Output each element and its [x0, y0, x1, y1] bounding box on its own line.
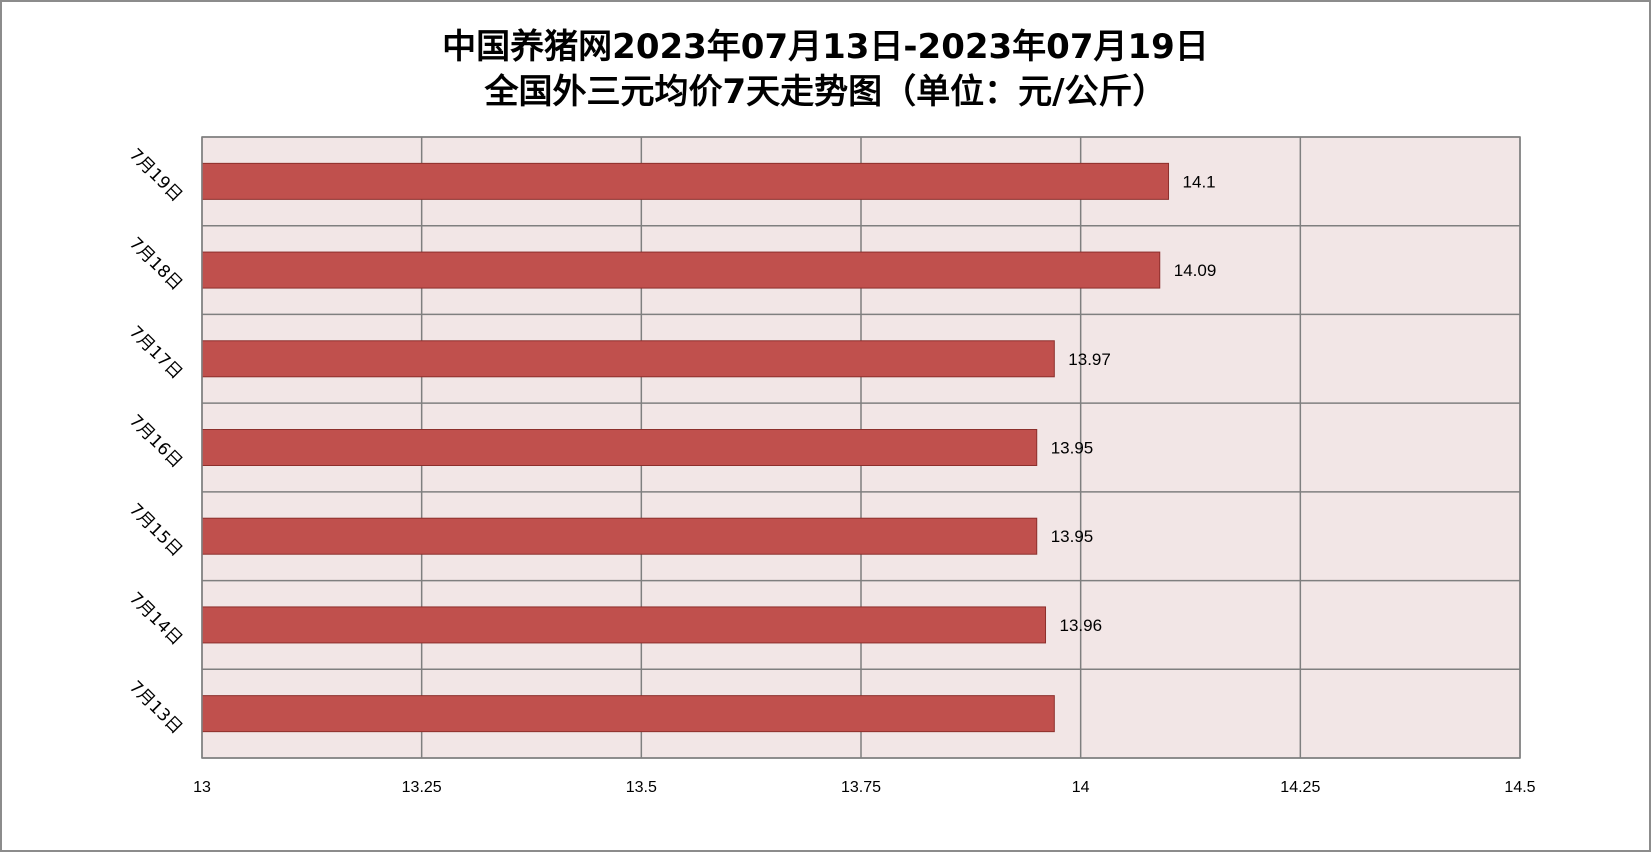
y-tick-label: 7月17日 — [125, 322, 186, 383]
y-tick-label: 7月18日 — [125, 234, 186, 295]
bars — [201, 162, 1170, 733]
bar — [201, 429, 1038, 466]
chart-title-line1: 中国养猪网2023年07月13日-2023年07月19日 — [442, 27, 1209, 67]
data-label: 14.1 — [1183, 172, 1216, 191]
bar — [201, 162, 1170, 200]
bar — [201, 340, 1055, 378]
data-label: 13.95 — [1051, 439, 1094, 458]
bar — [201, 606, 1047, 644]
y-tick-label: 7月15日 — [125, 500, 186, 561]
data-label: 13.97 — [1068, 350, 1111, 369]
bar — [201, 695, 1055, 733]
x-tick-label: 13.25 — [402, 779, 442, 796]
data-label: 14.09 — [1174, 261, 1217, 280]
x-tick-label: 14.5 — [1504, 779, 1535, 796]
x-tick-label: 13.5 — [626, 779, 657, 796]
y-tick-label: 7月19日 — [125, 145, 186, 206]
y-tick-label: 7月13日 — [125, 677, 186, 738]
bar — [201, 517, 1038, 555]
chart-title-line2: 全国外三元均价7天走势图（单位：元/公斤） — [484, 72, 1167, 112]
x-tick-label: 13.75 — [841, 779, 881, 796]
data-label: 13.96 — [1060, 616, 1103, 635]
plot-border — [201, 136, 1521, 759]
x-tick-label: 14.25 — [1280, 779, 1320, 796]
x-tick-label: 13 — [193, 779, 211, 796]
data-labels: 14.1 14.09 13.97 13.95 13.95 13.96 — [1051, 172, 1217, 635]
bar — [201, 251, 1161, 289]
data-label: 13.95 — [1051, 527, 1094, 546]
x-tick-labels: 13 13.25 13.5 13.75 14 14.25 14.5 — [193, 779, 1536, 796]
y-tick-label: 7月14日 — [125, 588, 186, 649]
y-tick-labels: 7月19日 7月18日 7月17日 7月16日 7月15日 7月14日 7月13日 — [125, 145, 186, 738]
y-tick-label: 7月16日 — [125, 411, 186, 472]
x-tick-label: 14 — [1072, 779, 1090, 796]
